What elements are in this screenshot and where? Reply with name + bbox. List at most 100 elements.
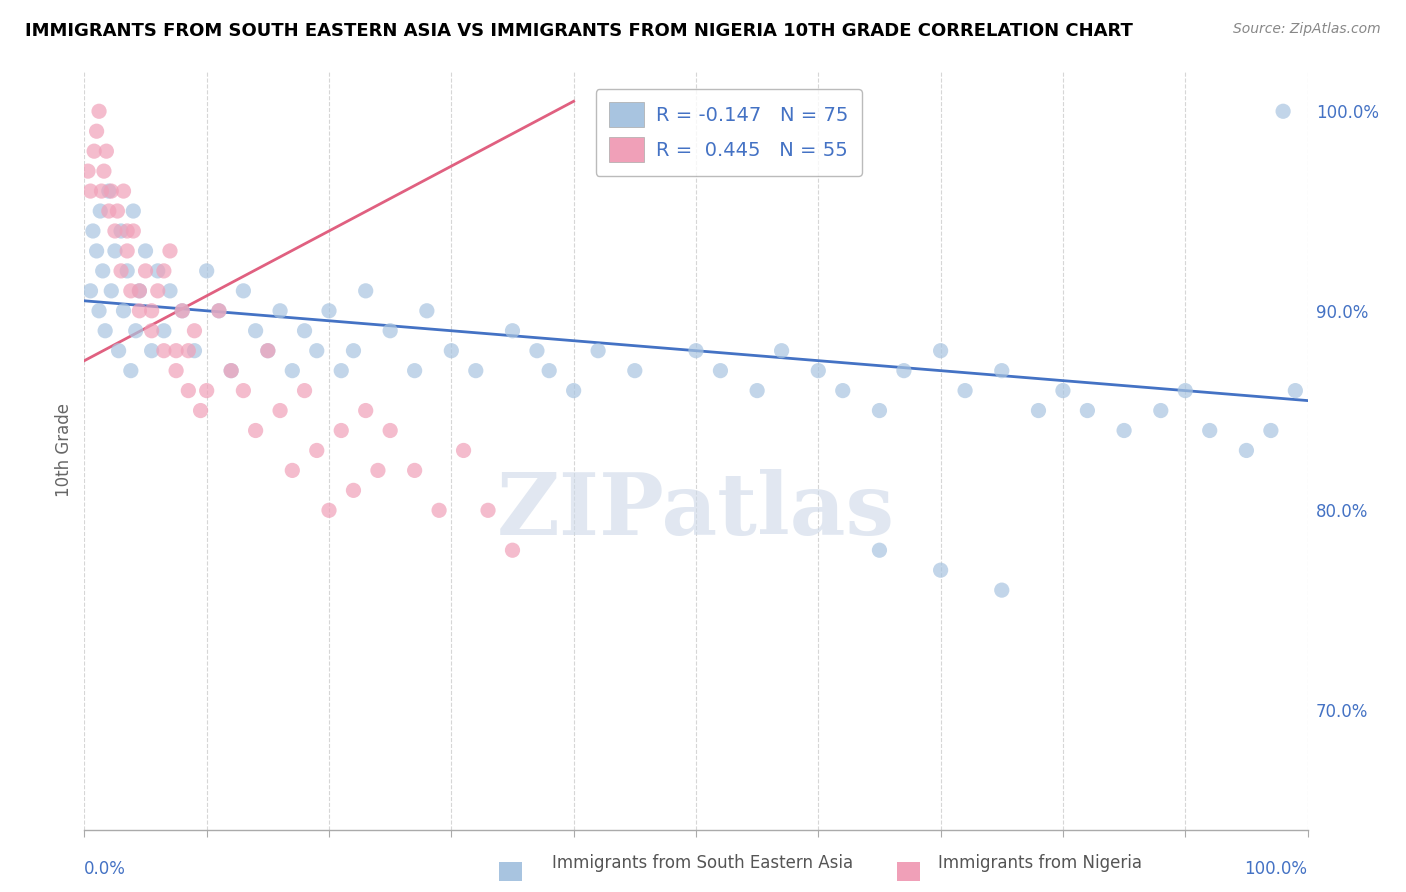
Point: [104, 224, 127, 238]
Point: [747, 384, 769, 398]
Point: [115, 244, 138, 258]
Point: [135, 244, 157, 258]
Point: [208, 303, 231, 318]
Point: [172, 303, 194, 318]
Point: [87, 104, 110, 119]
Point: [159, 284, 181, 298]
Point: [257, 343, 280, 358]
Point: [165, 343, 187, 358]
Point: [183, 343, 205, 358]
Point: [929, 563, 952, 577]
Legend: R = -0.147   N = 75, R =  0.445   N = 55: R = -0.147 N = 75, R = 0.445 N = 55: [596, 88, 862, 176]
Point: [153, 324, 176, 338]
Point: [90, 184, 112, 198]
Point: [709, 364, 731, 378]
Point: [232, 384, 254, 398]
Point: [97, 204, 120, 219]
Text: IMMIGRANTS FROM SOUTH EASTERN ASIA VS IMMIGRANTS FROM NIGERIA 10TH GRADE CORRELA: IMMIGRANTS FROM SOUTH EASTERN ASIA VS IM…: [25, 22, 1133, 40]
Point: [354, 403, 377, 417]
Point: [165, 364, 187, 378]
Point: [195, 384, 218, 398]
Point: [477, 503, 499, 517]
Point: [1174, 384, 1197, 398]
Point: [97, 184, 120, 198]
Point: [232, 284, 254, 298]
Point: [1076, 403, 1098, 417]
Point: [86, 244, 108, 258]
Point: [128, 284, 150, 298]
Point: [82, 224, 104, 238]
Text: 100.0%: 100.0%: [1244, 860, 1308, 878]
Point: [115, 264, 138, 278]
Point: [367, 463, 389, 477]
Point: [330, 364, 353, 378]
Point: [624, 364, 647, 378]
Point: [110, 264, 132, 278]
Point: [100, 284, 122, 298]
Point: [141, 303, 163, 318]
Point: [172, 303, 194, 318]
Text: Source: ZipAtlas.com: Source: ZipAtlas.com: [1233, 22, 1381, 37]
Point: [128, 284, 150, 298]
Point: [219, 364, 242, 378]
Point: [1284, 384, 1306, 398]
Point: [93, 164, 115, 178]
Point: [1198, 424, 1220, 438]
Point: [1028, 403, 1050, 417]
Point: [86, 124, 108, 138]
Point: [195, 264, 218, 278]
Point: [135, 264, 157, 278]
Point: [453, 443, 475, 458]
Point: [177, 384, 200, 398]
Point: [305, 343, 328, 358]
Point: [380, 324, 402, 338]
Point: [440, 343, 463, 358]
Point: [685, 343, 707, 358]
Point: [146, 284, 169, 298]
Point: [318, 503, 340, 517]
Point: [87, 303, 110, 318]
Point: [427, 503, 450, 517]
Point: [153, 264, 176, 278]
Point: [79, 284, 101, 298]
Point: [281, 463, 304, 477]
Point: [208, 303, 231, 318]
Point: [404, 463, 426, 477]
Point: [183, 324, 205, 338]
Point: [831, 384, 853, 398]
Text: Immigrants from Nigeria: Immigrants from Nigeria: [938, 855, 1143, 872]
Point: [1150, 403, 1173, 417]
Text: ZIPatlas: ZIPatlas: [496, 469, 896, 553]
Point: [869, 403, 891, 417]
Point: [929, 343, 952, 358]
Point: [245, 324, 267, 338]
Text: Immigrants from South Eastern Asia: Immigrants from South Eastern Asia: [553, 855, 853, 872]
Point: [342, 483, 364, 498]
Point: [112, 303, 135, 318]
Point: [464, 364, 486, 378]
Point: [807, 364, 830, 378]
Point: [294, 324, 316, 338]
Point: [269, 403, 291, 417]
Point: [269, 303, 291, 318]
Point: [122, 204, 145, 219]
Point: [404, 364, 426, 378]
Point: [91, 264, 114, 278]
Point: [177, 343, 200, 358]
Point: [991, 364, 1014, 378]
Point: [120, 364, 142, 378]
Point: [953, 384, 976, 398]
Point: [281, 364, 304, 378]
Point: [342, 343, 364, 358]
Point: [190, 403, 212, 417]
Point: [79, 184, 101, 198]
Point: [96, 144, 118, 158]
Point: [502, 324, 524, 338]
Point: [538, 364, 561, 378]
Point: [83, 144, 105, 158]
Point: [94, 324, 117, 338]
Point: [141, 343, 163, 358]
Point: [294, 384, 316, 398]
Point: [869, 543, 891, 558]
Point: [526, 343, 548, 358]
